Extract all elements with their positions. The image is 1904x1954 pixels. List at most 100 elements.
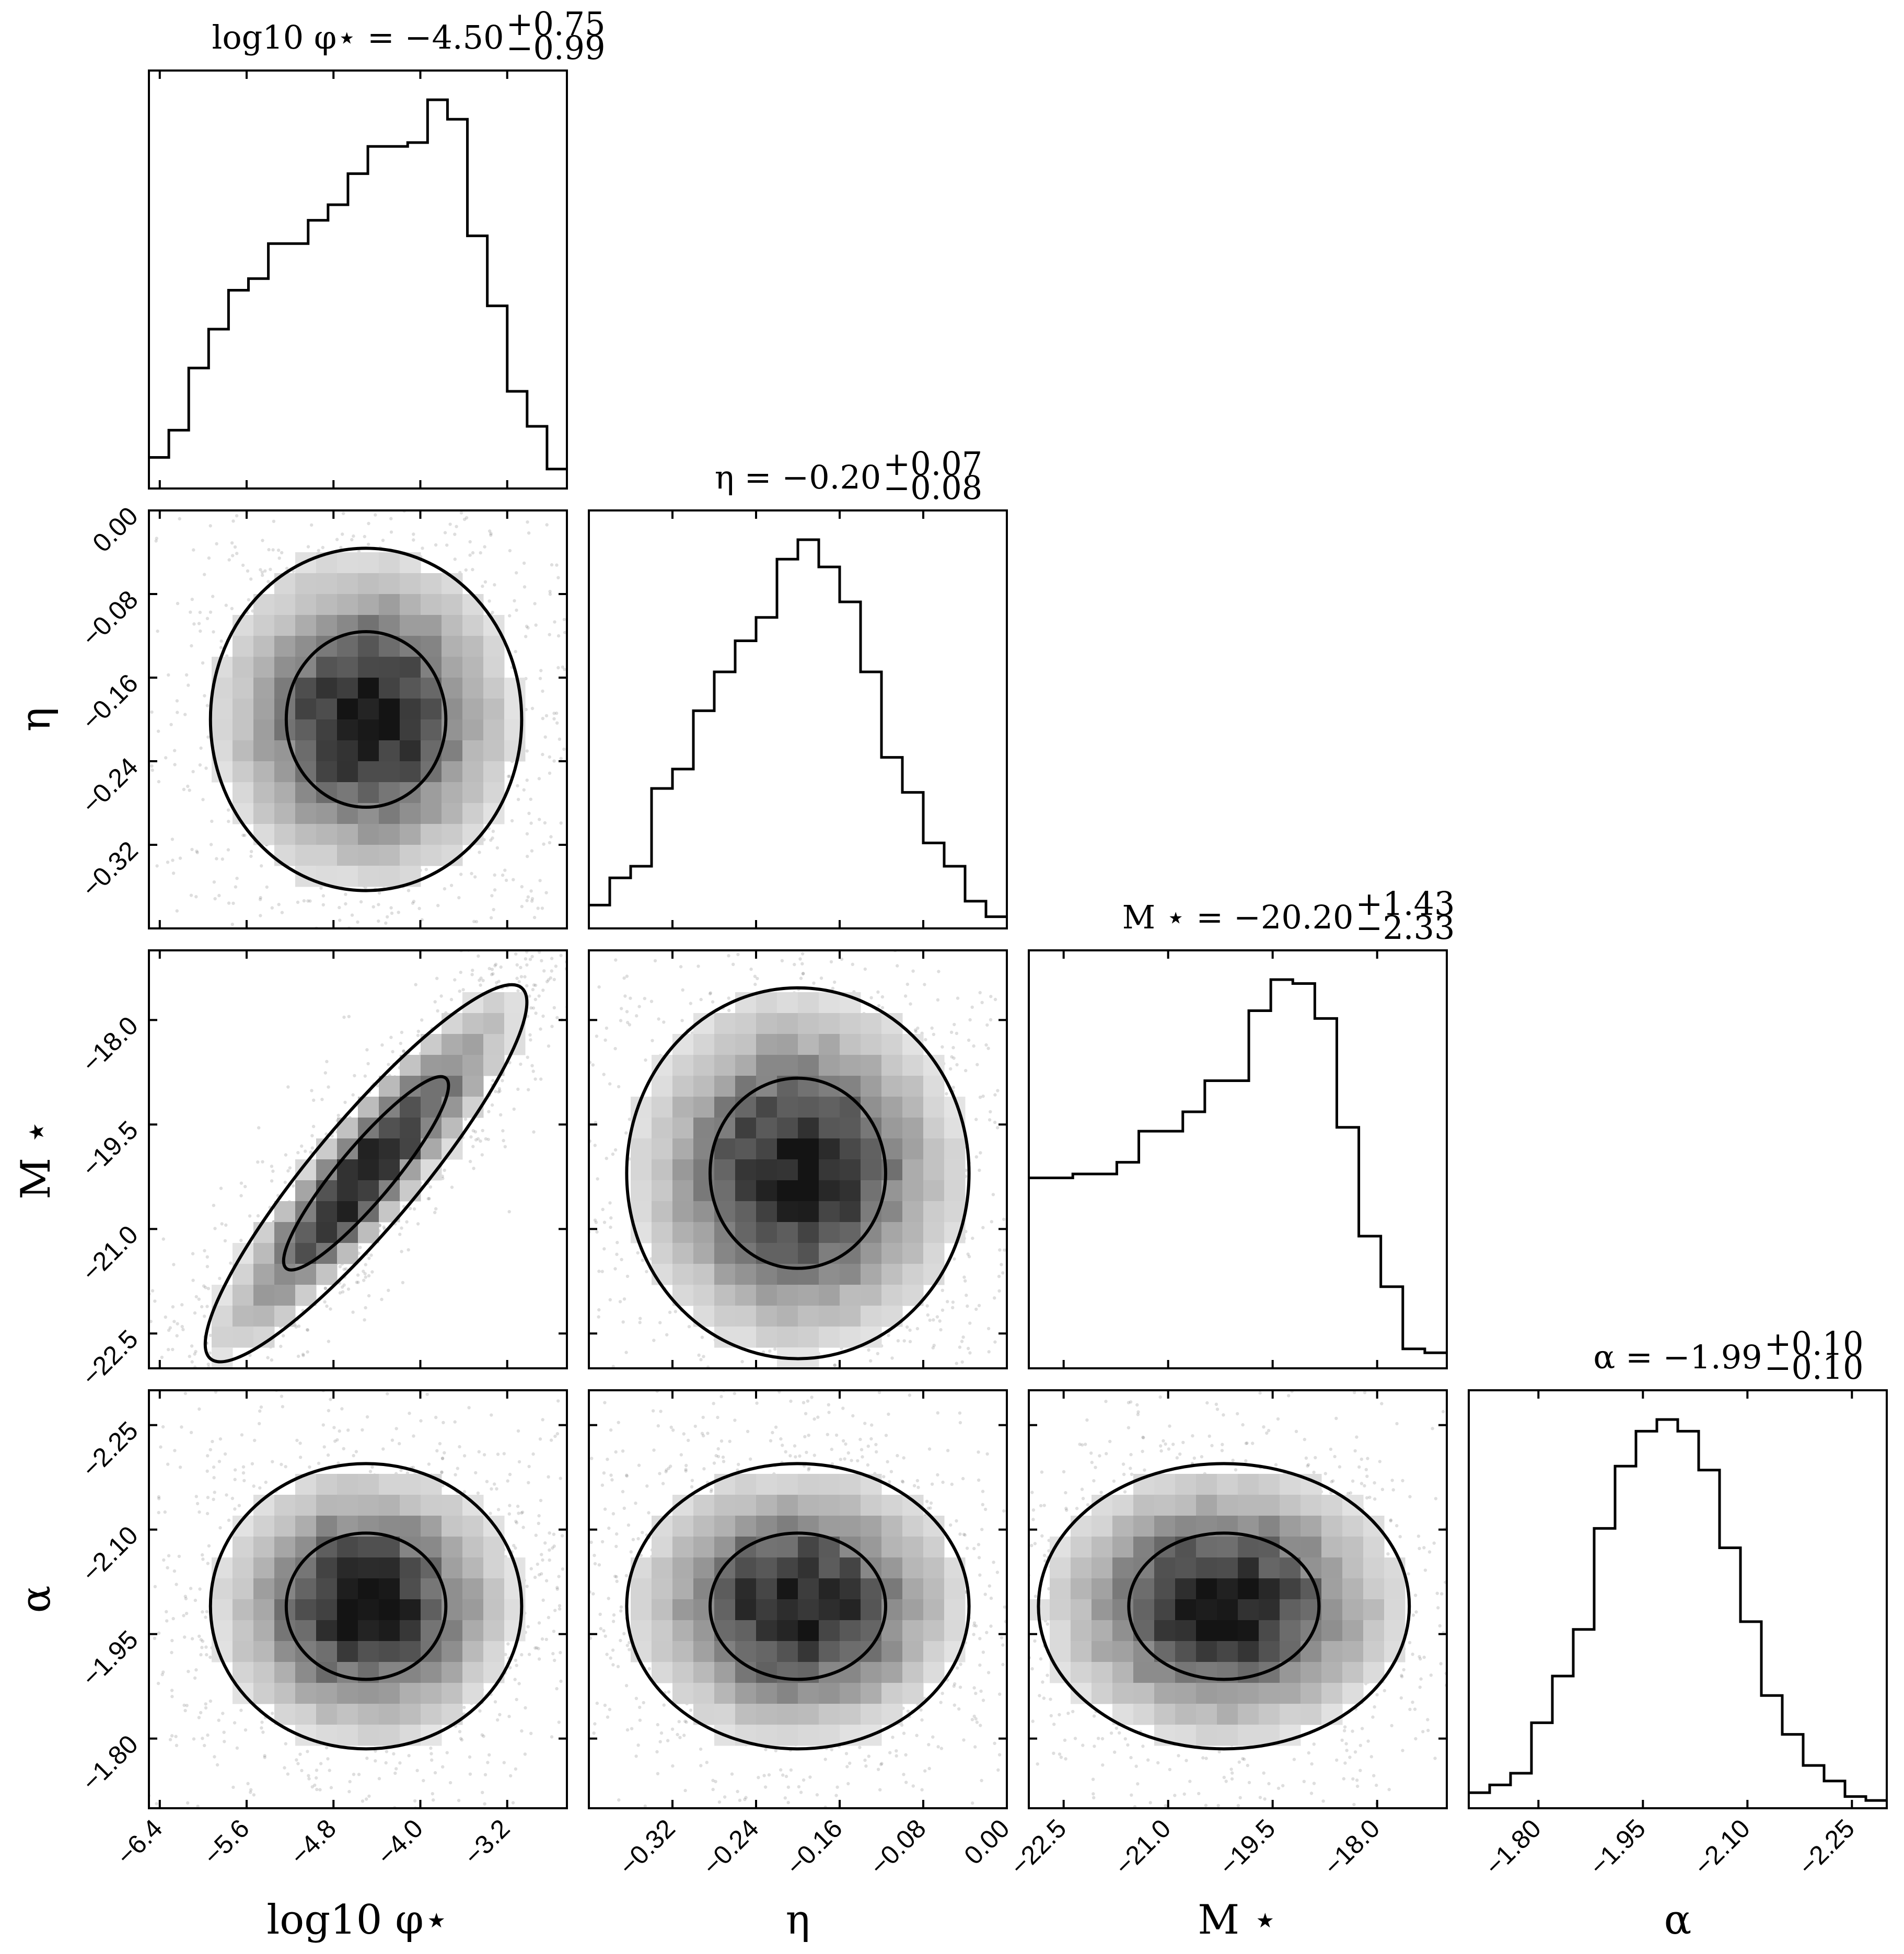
sample-point (226, 808, 230, 812)
sample-point (212, 630, 215, 634)
sample-point (1023, 1132, 1026, 1135)
sample-point (329, 1307, 332, 1311)
sample-point (818, 941, 821, 945)
sample-point (209, 843, 213, 846)
sample-point (367, 521, 370, 526)
sample-point (204, 766, 208, 770)
sample-point (382, 1225, 386, 1229)
sample-point (434, 1415, 438, 1420)
density-bin (819, 1180, 840, 1202)
sample-point (533, 997, 537, 1002)
sample-point (389, 906, 393, 910)
sample-point (637, 1005, 641, 1008)
sample-point (988, 1118, 992, 1122)
sample-point (819, 976, 823, 980)
sample-point (206, 1287, 211, 1290)
sample-point (1077, 875, 1080, 878)
sample-point (91, 574, 95, 577)
sample-point (356, 1281, 360, 1284)
sample-point (602, 1247, 606, 1251)
sample-point (549, 835, 553, 839)
density-bin (840, 1034, 861, 1055)
sample-point (956, 996, 960, 1000)
sample-point (799, 1381, 802, 1385)
sample-point (540, 959, 543, 963)
sample-point (306, 545, 310, 549)
sample-point (417, 906, 421, 911)
sample-point (103, 1405, 107, 1409)
density-bin (400, 740, 421, 762)
sample-point (516, 989, 520, 993)
sample-point (203, 1315, 206, 1318)
sample-point (236, 1380, 239, 1383)
sample-point (501, 1129, 505, 1133)
sample-point (241, 833, 245, 838)
sample-point (727, 954, 730, 958)
density-bin (714, 1013, 736, 1034)
density-bin (400, 699, 421, 720)
sample-point (510, 819, 514, 823)
sample-point (400, 1250, 403, 1253)
sample-point (487, 1110, 491, 1113)
density-bin (400, 719, 421, 741)
sample-point (249, 854, 253, 858)
sample-point (573, 790, 576, 793)
sample-point (338, 1265, 342, 1269)
sample-point (951, 1046, 955, 1050)
sample-point (365, 1048, 369, 1052)
sample-point (434, 1207, 438, 1211)
sample-point (457, 939, 460, 943)
sample-point (690, 1031, 694, 1035)
sample-point (1014, 1076, 1017, 1079)
sample-point (1015, 1003, 1018, 1006)
sample-point (443, 1168, 446, 1172)
sample-point (609, 1216, 613, 1220)
density-bin (295, 699, 317, 720)
sample-point (350, 913, 354, 917)
density-bin (840, 1159, 861, 1181)
sample-point (536, 1562, 540, 1566)
sample-point (462, 517, 467, 521)
sample-point (341, 532, 344, 536)
density-bin (756, 1201, 777, 1223)
sample-point (243, 1184, 247, 1189)
density-bin (881, 1055, 903, 1076)
sample-point (802, 972, 805, 975)
sample-point (531, 1006, 536, 1010)
sample-point (230, 541, 234, 545)
sample-point (635, 1014, 638, 1018)
sample-point (541, 752, 544, 757)
density-bin (233, 1327, 254, 1348)
sample-point (422, 494, 425, 497)
sample-point (426, 1197, 430, 1201)
sample-point (479, 976, 483, 980)
sample-point (531, 1069, 535, 1073)
density-bin (672, 1076, 694, 1097)
density-bin (253, 1285, 275, 1306)
density-bin (421, 594, 442, 615)
density-bin (253, 1306, 275, 1327)
sample-point (517, 980, 521, 984)
sample-point (212, 880, 216, 884)
panels-layer (50, 69, 1888, 1809)
sample-point (240, 1433, 244, 1437)
sample-point (550, 957, 554, 960)
sample-point (387, 1288, 390, 1292)
sample-point (443, 498, 446, 502)
pair-panel-log_phi-M_star (103, 949, 568, 1409)
sample-point (366, 1062, 370, 1066)
sample-point (226, 848, 230, 852)
sample-point (530, 1064, 534, 1067)
density-bin (672, 1118, 694, 1139)
sample-point (955, 1362, 958, 1365)
sample-point (50, 841, 53, 844)
sample-point (489, 532, 493, 536)
density-bin (316, 1138, 338, 1160)
density-bin (756, 1222, 777, 1243)
sample-point (562, 618, 566, 622)
sample-point (965, 1294, 968, 1297)
sample-point (562, 747, 566, 751)
sample-point (346, 1287, 351, 1291)
density-bin (274, 761, 296, 783)
sample-point (491, 1079, 495, 1083)
